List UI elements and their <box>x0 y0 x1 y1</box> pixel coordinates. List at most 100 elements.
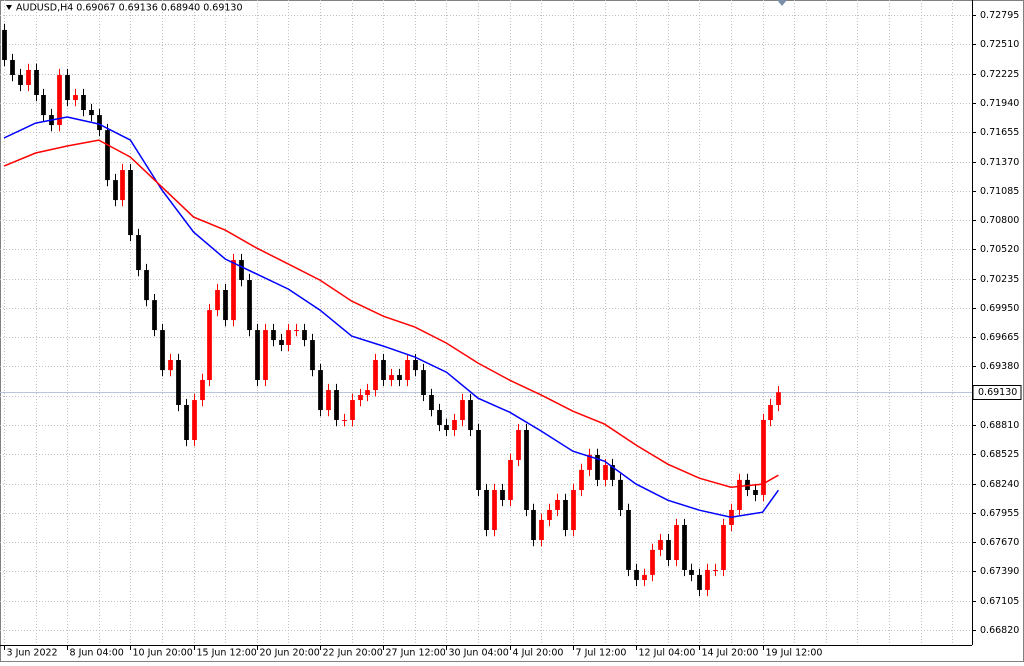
shift-marker <box>777 0 787 6</box>
candle-body <box>405 360 410 380</box>
candle-body <box>239 260 244 281</box>
candle-body <box>626 509 631 570</box>
y-tick-label: 0.67670 <box>980 537 1019 548</box>
y-tick-label: 0.69380 <box>980 361 1019 372</box>
candle-body <box>318 370 323 411</box>
candle-body <box>358 395 363 401</box>
candle-body <box>176 360 181 405</box>
candle-body <box>192 400 197 440</box>
candle-body <box>539 519 544 541</box>
y-tick-label: 0.67105 <box>980 596 1019 607</box>
y-tick-label: 0.71655 <box>980 127 1019 138</box>
candle-body <box>476 430 481 491</box>
candle-body <box>389 375 394 380</box>
candle-body <box>365 390 370 396</box>
candle-body <box>579 469 584 491</box>
y-tick-label: 0.68525 <box>980 449 1019 460</box>
y-tick-label: 0.69950 <box>980 303 1019 314</box>
candle-body <box>105 130 110 181</box>
y-tick-label: 0.68240 <box>980 479 1019 490</box>
moving-average <box>3 116 780 518</box>
candle-body <box>500 490 505 500</box>
candle-body <box>271 330 276 341</box>
price-label: 0.69130 <box>978 387 1017 398</box>
plot <box>2 23 781 597</box>
candle-body <box>650 549 655 575</box>
candle-body <box>263 330 268 380</box>
candle-body <box>2 29 7 61</box>
candle-body <box>279 340 284 345</box>
candle-body <box>89 110 94 116</box>
y-tick-label: 0.68810 <box>980 420 1019 431</box>
x-tick-label: 4 Jul 20:00 <box>513 648 564 659</box>
candle-body <box>516 430 521 460</box>
candle-body <box>531 509 536 541</box>
candle-body <box>429 395 434 411</box>
candle-body <box>603 464 608 480</box>
candle-body <box>753 490 758 495</box>
candle-body <box>184 404 189 440</box>
candle-body <box>350 400 355 421</box>
candle-body <box>200 379 205 401</box>
candle-body <box>310 340 315 371</box>
y-tick-label: 0.67390 <box>980 566 1019 577</box>
x-tick-label: 19 Jul 12:00 <box>766 648 823 659</box>
candle-body <box>444 424 449 430</box>
candle-body <box>555 499 560 510</box>
candle-body <box>18 75 23 86</box>
y-tick-label: 0.67955 <box>980 508 1019 519</box>
candle-body <box>737 479 742 510</box>
x-tick-label: 3 Jun 2022 <box>7 648 58 659</box>
candle-body <box>658 540 663 550</box>
candle-body <box>437 410 442 425</box>
candle-body <box>286 330 291 345</box>
moving-average <box>3 139 779 488</box>
candle-body <box>255 330 260 380</box>
candle-body <box>413 360 418 371</box>
x-tick-label: 22 Jun 20:00 <box>323 648 383 659</box>
price-label-box <box>972 385 1022 400</box>
candle-body <box>595 454 600 480</box>
menu-arrow[interactable] <box>6 5 12 10</box>
candle-body <box>697 574 702 590</box>
x-tick-label: 8 Jun 04:00 <box>70 648 124 659</box>
y-tick-label: 0.71370 <box>980 157 1019 168</box>
x-tick-label: 27 Jun 12:00 <box>386 648 446 659</box>
candle-body <box>524 430 529 510</box>
x-tick-label: 15 Jun 12:00 <box>197 648 257 659</box>
y-tick-label: 0.72510 <box>980 39 1019 50</box>
candle-body <box>571 490 576 531</box>
candle-body <box>231 260 236 321</box>
candle-body <box>342 420 347 422</box>
y-tick-label: 0.70800 <box>980 215 1019 226</box>
candle-body <box>223 290 228 321</box>
y-tick-label: 0.66820 <box>980 625 1019 636</box>
x-tick-label: 30 Jun 04:00 <box>449 648 509 659</box>
candle-body <box>294 330 299 332</box>
candle-body <box>41 94 46 116</box>
candle-body <box>468 400 473 430</box>
candle-body <box>547 509 552 520</box>
candle-body <box>10 60 15 76</box>
x-tick-label: 12 Jul 04:00 <box>639 648 696 659</box>
candle-body <box>215 290 220 311</box>
y-tick-label: 0.72795 <box>980 10 1019 21</box>
candle-body <box>57 75 62 126</box>
chart-title: AUDUSD,H4 0.69067 0.69136 0.68940 0.6913… <box>16 3 243 14</box>
candle-body <box>705 569 710 590</box>
x-tick-label: 20 Jun 20:00 <box>260 648 320 659</box>
candle-body <box>34 69 39 95</box>
candle-body <box>120 170 125 201</box>
candle-body <box>247 280 252 331</box>
candle-body <box>26 69 31 86</box>
y-tick-label: 0.69665 <box>980 332 1019 343</box>
candle-body <box>113 180 118 201</box>
candle-body <box>65 75 70 101</box>
candle-body <box>326 390 331 411</box>
y-tick-label: 0.70520 <box>980 244 1019 255</box>
candle-body <box>334 390 339 421</box>
candle-body <box>302 330 307 341</box>
